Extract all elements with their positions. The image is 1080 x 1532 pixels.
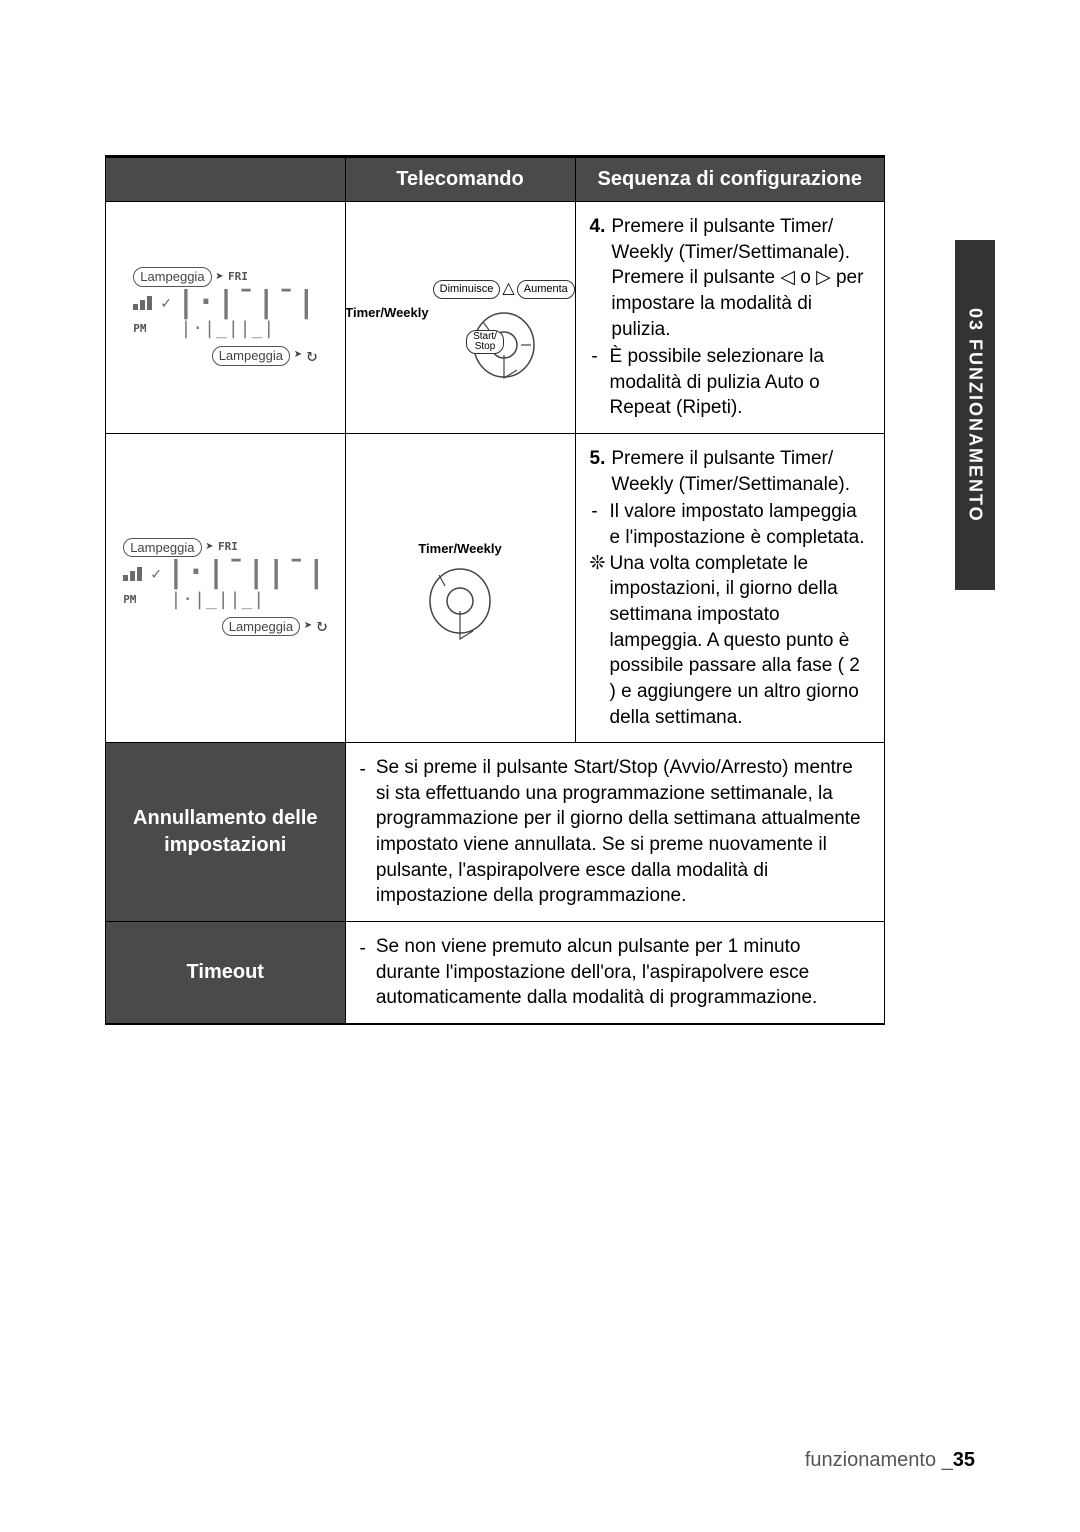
pm-label: PM (123, 593, 136, 608)
row2-display-illus: Lampeggia ➤ FRI ✓ |·|¯||¯| PM |·|_||_| (106, 434, 346, 743)
row1-display-illus: Lampeggia ➤ FRI ✓ |·|¯|¯| PM |·|_||_| (106, 202, 346, 434)
dash-bullet: - (590, 344, 600, 421)
pm-label: PM (133, 322, 146, 337)
step-4-num: 4. (590, 214, 606, 342)
step-5-text: Premere il pulsante Timer/ Weekly (Timer… (611, 446, 870, 497)
arrow-icon: ➤ (206, 538, 214, 557)
step-5-num: 5. (590, 446, 606, 497)
footer-page-number: 35 (953, 1449, 975, 1471)
timer-weekly-label: Timer/Weekly (418, 541, 501, 556)
header-sequenza: Sequenza di configurazione (575, 157, 884, 202)
header-empty (106, 157, 346, 202)
star-bullet: ❊ (590, 551, 600, 730)
arrow-icon: ➤ (216, 268, 224, 287)
time-display-bot: |·|_||_| (170, 588, 265, 612)
dash-bullet: - (360, 755, 366, 909)
lampeggia-tag: Lampeggia (133, 267, 211, 287)
aumenta-label: Aumenta (517, 280, 575, 299)
side-tab: 03 FUNZIONAMENTO (955, 240, 995, 590)
arrow-icon: ➤ (294, 346, 302, 365)
timeout-text-cell: - Se non viene premuto alcun pulsante pe… (345, 922, 884, 1024)
remote-svg-icon (425, 561, 495, 641)
day-label: FRI (218, 540, 238, 555)
cancel-text: Se si preme il pulsante Start/Stop (Avvi… (376, 755, 870, 909)
footer-label: funzionamento _ (805, 1449, 953, 1471)
header-telecomando: Telecomando (345, 157, 575, 202)
cancel-text-cell: - Se si preme il pulsante Start/Stop (Av… (345, 743, 884, 922)
row2-remote-illus: Timer/Weekly (345, 434, 575, 743)
repeat-icon: ↻ (316, 614, 327, 638)
up-arrow-icon: △ (502, 278, 514, 300)
row1-remote-illus: Timer/Weekly Diminuisce △ Aumenta (345, 202, 575, 434)
lampeggia-tag-2: Lampeggia (222, 617, 300, 637)
cancel-label: Annullamento delle impostazioni (106, 743, 346, 922)
row2-instructions: 5. Premere il pulsante Timer/ Weekly (Ti… (575, 434, 884, 743)
time-display-top: |·|¯|¯| (177, 289, 317, 318)
step-4-sub-text: È possibile selezionare la modalità di p… (610, 344, 870, 421)
page-footer: funzionamento _35 (805, 1449, 975, 1472)
timer-weekly-label: Timer/Weekly (345, 304, 428, 322)
step-5-sub2-text: Una volta completate le impostazioni, il… (610, 551, 870, 730)
repeat-icon: ↻ (306, 344, 317, 368)
signal-icon (123, 567, 145, 581)
step-4-text: Premere il pulsante Timer/ Weekly (Timer… (611, 214, 870, 342)
page-content: Telecomando Sequenza di configurazione L… (105, 155, 885, 1025)
dash-bullet: - (360, 934, 366, 1011)
dash-bullet: - (590, 499, 600, 550)
time-display-top: |·|¯||¯| (167, 559, 328, 588)
time-display-bot: |·|_||_| (180, 317, 275, 341)
arrow-icon: ➤ (304, 617, 312, 636)
start-stop-label: Start/ Stop (466, 330, 504, 354)
step-5-sub1-text: Il valore impostato lampeggia e l'impost… (610, 499, 870, 550)
row1-instructions: 4. Premere il pulsante Timer/ Weekly (Ti… (575, 202, 884, 434)
diminuisce-label: Diminuisce (433, 280, 501, 299)
config-table: Telecomando Sequenza di configurazione L… (105, 155, 885, 1025)
signal-icon (133, 296, 155, 310)
timeout-label: Timeout (106, 922, 346, 1024)
timeout-text: Se non viene premuto alcun pulsante per … (376, 934, 870, 1011)
lampeggia-tag-2: Lampeggia (212, 346, 290, 366)
day-label: FRI (228, 270, 248, 285)
